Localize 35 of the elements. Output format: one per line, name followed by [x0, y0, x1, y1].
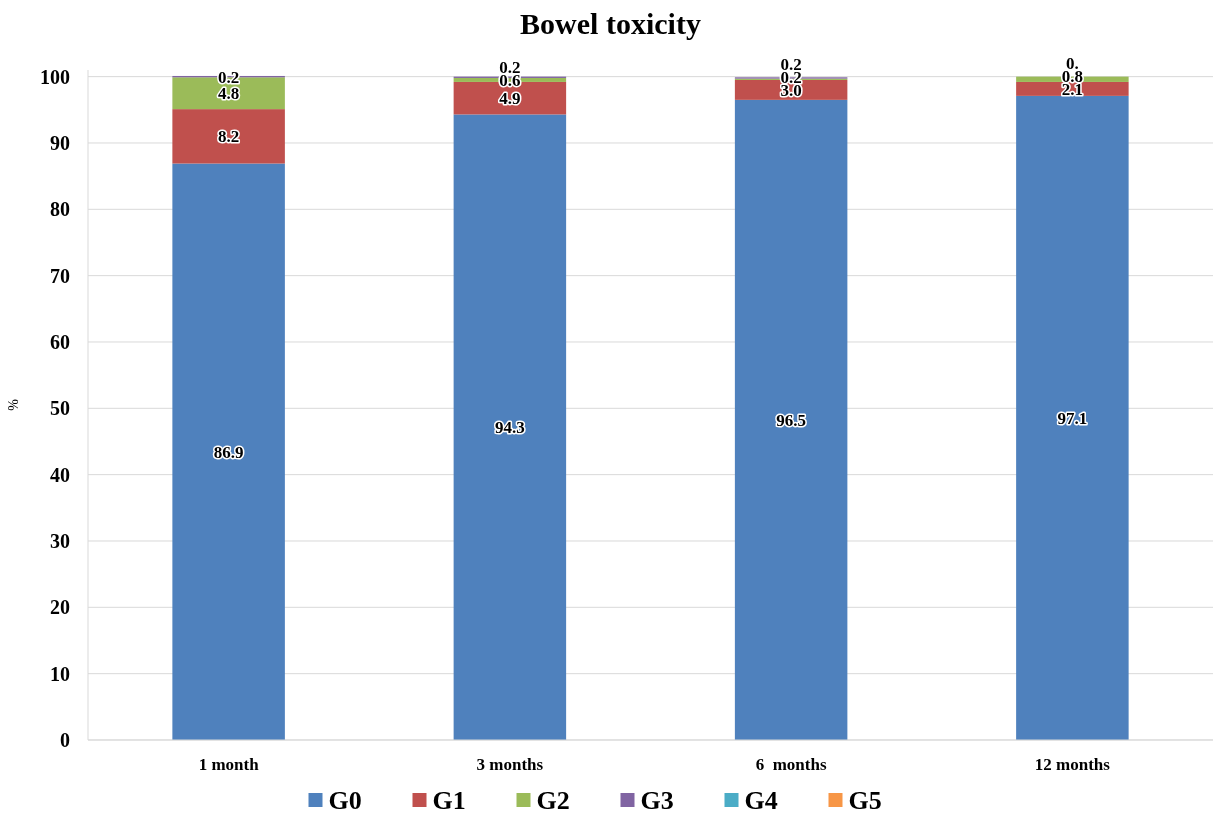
legend-label: G5 [848, 786, 882, 815]
legend-label: G2 [536, 786, 570, 815]
data-label: 4.9 [499, 89, 521, 109]
y-tick-label: 10 [50, 662, 70, 685]
chart-title: Bowel toxicity [520, 7, 701, 40]
data-label: 94.3 [495, 418, 525, 438]
legend-label: G0 [328, 786, 362, 815]
bar [172, 163, 285, 740]
y-tick-label: 100 [40, 65, 70, 88]
y-tick-label: 60 [50, 330, 70, 353]
x-tick-label: 3 months [476, 755, 544, 774]
y-tick-label: 30 [50, 529, 70, 552]
x-tick-label: 1 month [198, 755, 260, 774]
y-tick-label: 70 [50, 264, 70, 287]
y-tick-label: 50 [50, 397, 70, 420]
data-label: 96.5 [776, 410, 806, 430]
y-tick-label: 40 [50, 463, 70, 486]
y-tick-label: 80 [50, 198, 70, 221]
y-tick-label: 20 [50, 596, 70, 619]
legend-label: G4 [744, 786, 778, 815]
bar [1016, 95, 1129, 740]
data-label: 86.9 [213, 442, 244, 462]
data-label: 97.1 [1057, 408, 1088, 428]
legend-label: G1 [432, 786, 466, 815]
bar [453, 114, 567, 740]
y-axis-title: % [6, 398, 21, 411]
x-tick-label: 12 months [1034, 755, 1111, 774]
x-tick-label: 6 months [755, 755, 827, 774]
bar [172, 109, 285, 164]
bar [734, 99, 848, 740]
data-label: 8.2 [218, 127, 240, 147]
y-tick-label: 0 [60, 729, 70, 751]
y-tick-label: 90 [50, 131, 70, 154]
legend-label: G3 [640, 786, 674, 815]
data-label: 4.8 [218, 84, 240, 104]
